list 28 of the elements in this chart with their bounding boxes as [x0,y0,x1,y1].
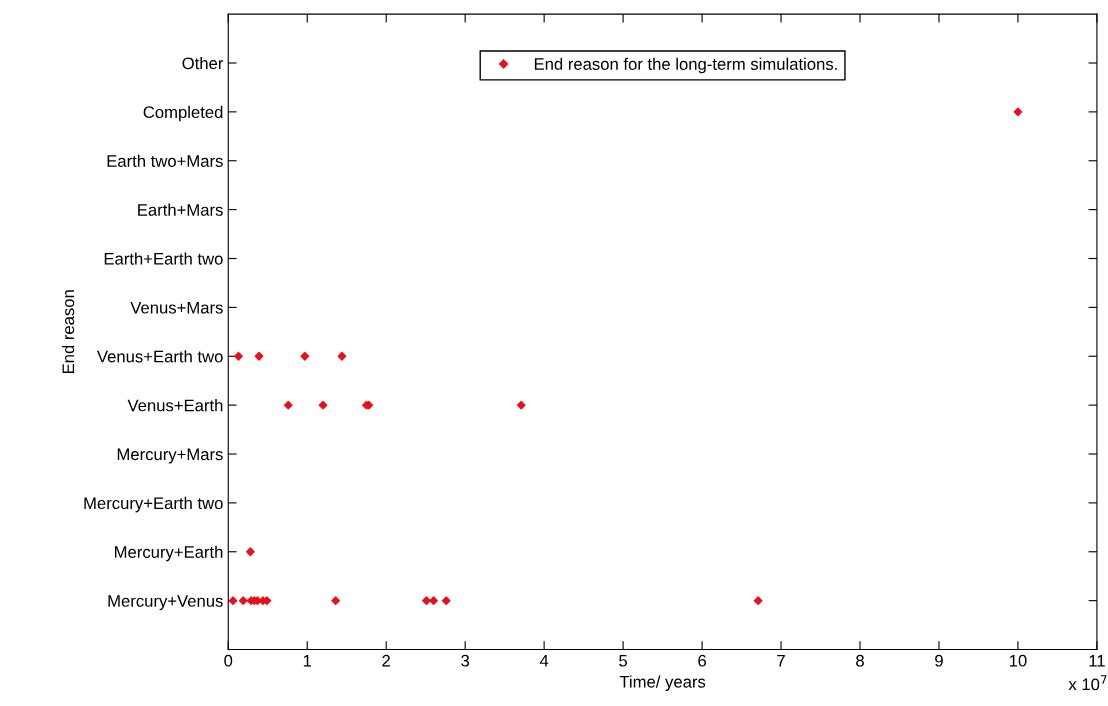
y-tick-label: Mercury+Earth [115,545,223,562]
x-tick-label: 7 [777,654,785,667]
x-tick-label: 6 [698,654,706,667]
y-tick-label: Mercury+Mars [117,448,223,464]
x-tick-label: 11 [1089,654,1105,667]
y-tick-label: Earth+Earth two [104,252,223,265]
x-tick-label: 0 [224,654,233,667]
legend-label: End reason for the long-term simulations. [534,57,837,74]
x-tick-label: 8 [856,654,864,667]
y-tick-label: Mercury+Venus [108,595,223,611]
x-tick-label: 3 [461,654,470,667]
y-tick-label: Venus+Mars [130,301,223,314]
x-tick-label: 1 [303,654,312,667]
x-tick-label: 10 [1009,654,1027,667]
x-tick-label: 2 [382,654,390,667]
y-tick-label: Other [182,56,224,70]
text: x 10$^{7}$ [1068,675,1107,691]
x-tick-label: 9 [935,654,943,667]
x-axis-title: Time/ years [619,675,706,692]
y-tick-label: Mercury+Earth two [84,496,223,513]
y-axis-title: End reason [61,290,75,374]
y-tick-label: Venus+Earth [127,399,223,412]
x-tick-label: 5 [619,654,628,667]
y-tick-label: Completed [143,105,223,122]
y-tick-label: Earth two+Mars [107,154,223,167]
y-tick-label: Earth+Mars [138,203,223,216]
x-tick-label: 4 [539,654,549,667]
y-tick-label: Venus+Earth two [96,350,223,363]
